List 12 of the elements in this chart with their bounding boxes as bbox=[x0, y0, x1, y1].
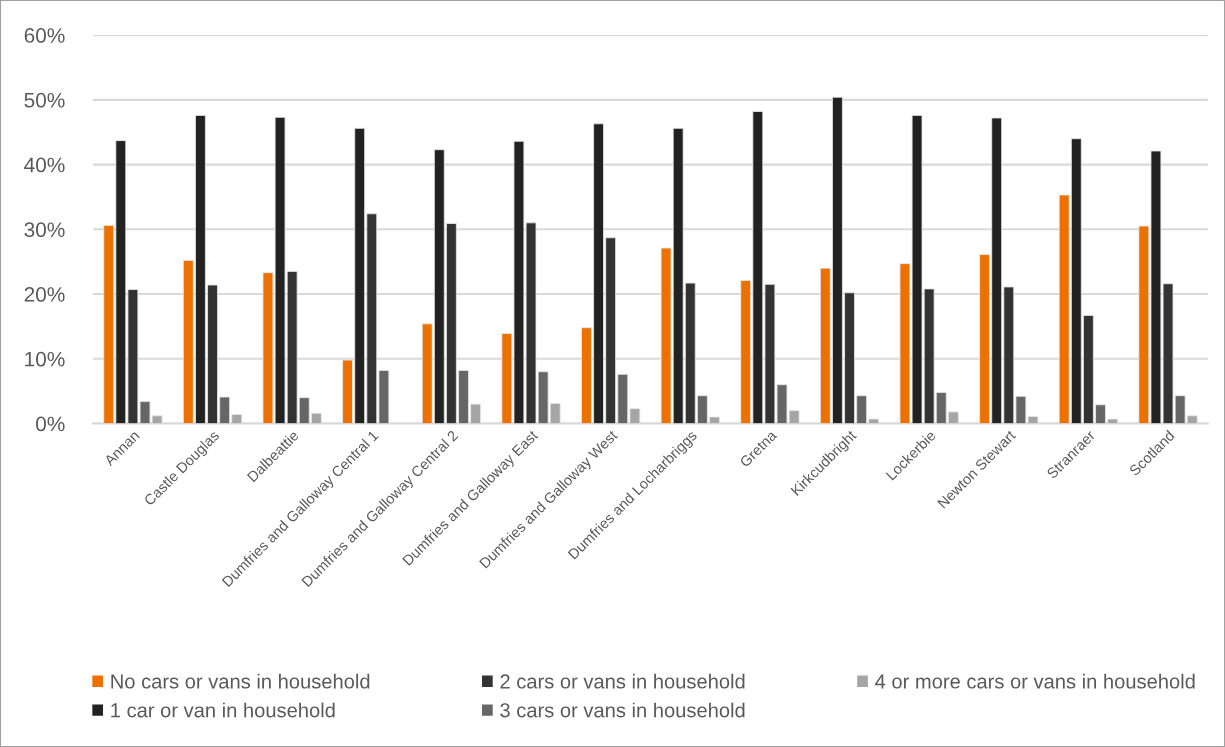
legend-label: No cars or vans in household bbox=[111, 673, 370, 689]
legend-label: 2 cars or vans in household bbox=[500, 673, 745, 689]
y-tick-label: 0% bbox=[36, 416, 65, 432]
legend-label: 1 car or van in household bbox=[111, 702, 335, 718]
y-tick-label: 10% bbox=[25, 351, 65, 367]
legend-label: 3 cars or vans in household bbox=[500, 702, 745, 718]
y-tick-label: 60% bbox=[24, 28, 65, 43]
y-tick-label: 50% bbox=[24, 92, 65, 108]
legend-label: 4 or more cars or vans in household bbox=[875, 673, 1195, 689]
y-tick-label: 30% bbox=[24, 222, 65, 238]
y-tick-label: 20% bbox=[24, 287, 65, 302]
y-tick-label: 40% bbox=[24, 157, 65, 173]
